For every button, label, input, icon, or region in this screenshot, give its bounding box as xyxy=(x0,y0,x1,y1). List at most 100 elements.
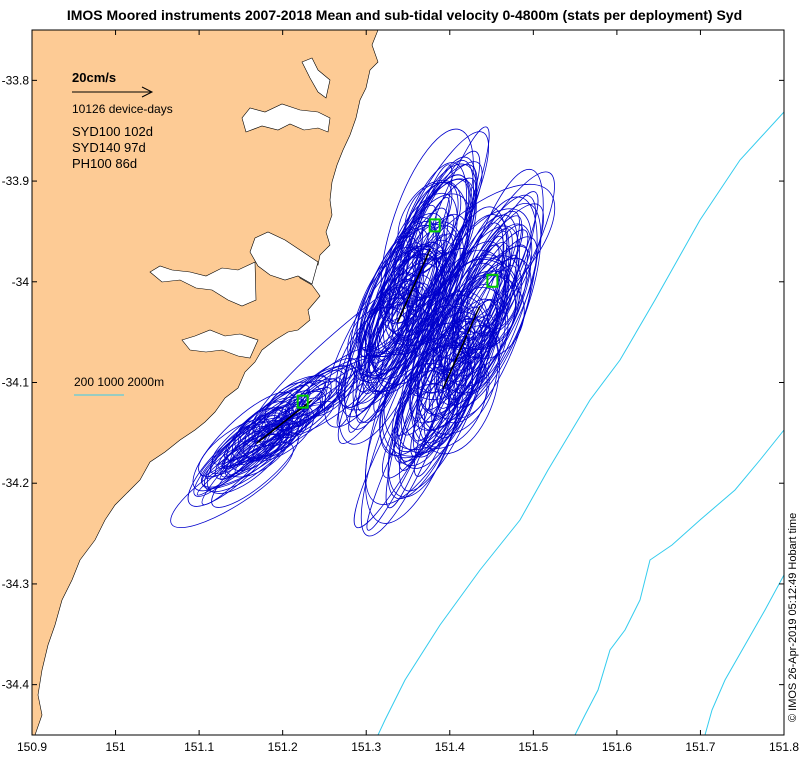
x-tick-label: 151.4 xyxy=(435,740,465,754)
station-label-0: SYD100 102d xyxy=(72,124,153,139)
mean-velocity-stick xyxy=(474,306,481,318)
velocity-ellipse xyxy=(436,249,509,349)
velocity-scale: 20cm/s xyxy=(72,70,154,98)
mean-velocity-stick xyxy=(291,410,299,417)
velocity-ellipse xyxy=(336,245,419,427)
isobath-2000m xyxy=(704,574,784,735)
x-tick-label: 151.1 xyxy=(184,740,214,754)
mean-velocity-stick xyxy=(457,345,463,355)
velocity-ellipse xyxy=(440,298,499,383)
isobath-200m xyxy=(377,111,784,735)
mooring-markers xyxy=(296,218,499,409)
scale-arrow-head xyxy=(141,86,154,98)
velocity-ellipse xyxy=(364,272,418,358)
velocity-ellipse xyxy=(385,289,463,509)
velocity-ellipse xyxy=(428,228,513,417)
velocity-ellipse xyxy=(242,403,315,462)
mean-velocity-stick xyxy=(410,287,414,294)
velocity-ellipse xyxy=(453,168,544,396)
velocity-ellipse xyxy=(343,256,420,408)
velocity-ellipse xyxy=(393,245,532,453)
velocity-ellipse xyxy=(214,425,268,480)
port-jackson-estuary xyxy=(241,103,331,133)
velocity-ellipse xyxy=(264,375,332,427)
velocity-ellipse xyxy=(380,128,474,324)
velocity-ellipse xyxy=(293,366,359,428)
mean-velocity-stick xyxy=(418,266,423,275)
velocity-ellipse xyxy=(381,345,473,457)
mean-velocity-stick xyxy=(452,360,457,368)
velocity-ellipse xyxy=(387,366,459,498)
velocity-ellipse xyxy=(399,357,468,462)
mean-velocity-stick xyxy=(466,327,471,335)
velocity-ellipse xyxy=(206,417,290,494)
mean-velocity-marks xyxy=(256,248,481,444)
mean-velocity-stick xyxy=(262,431,271,439)
velocity-ellipse xyxy=(451,262,500,335)
velocity-ellipse xyxy=(365,253,444,371)
station-label-1: SYD140 97d xyxy=(72,140,146,155)
land-mass xyxy=(32,30,379,735)
y-tick-label: -33.9 xyxy=(2,174,30,188)
velocity-ellipse xyxy=(407,233,458,311)
velocity-ellipse xyxy=(423,306,486,448)
velocity-ellipse xyxy=(437,314,494,409)
velocity-ellipse xyxy=(437,299,506,406)
velocity-ellipse xyxy=(337,251,451,444)
y-tick-label: -34.2 xyxy=(2,476,30,490)
credit-text: © IMOS 26-Apr-2019 05:12:49 Hobart time xyxy=(787,513,799,722)
mooring-marker xyxy=(428,218,441,233)
velocity-ellipse xyxy=(442,257,520,351)
port-hacking xyxy=(181,329,259,359)
x-tick-label: 150.9 xyxy=(17,740,47,754)
axis-ticks: 150.9 151 151.1 151.2 151.3 151.4 151.5 151.6 15… xyxy=(2,30,799,754)
x-tick-label: 151.8 xyxy=(769,740,799,754)
mean-velocity-stick xyxy=(273,425,280,431)
y-tick-label: -34.3 xyxy=(2,577,30,591)
mooring-marker xyxy=(486,273,499,288)
velocity-ellipse xyxy=(201,409,295,506)
velocity-ellipse xyxy=(217,426,287,469)
velocity-ellipse xyxy=(234,407,293,459)
mean-velocity-stick xyxy=(423,255,428,265)
isobath-legend-label: 200 1000 2000m xyxy=(74,375,164,389)
velocity-ellipse xyxy=(432,301,476,380)
x-tick-label: 151.6 xyxy=(602,740,632,754)
velocity-ellipse xyxy=(276,357,383,438)
x-tick-label: 151.2 xyxy=(268,740,298,754)
velocity-ellipse xyxy=(196,417,299,496)
velocity-ellipse xyxy=(387,150,481,332)
velocity-ellipse xyxy=(413,330,475,442)
velocity-ellipse xyxy=(401,221,465,320)
velocity-ellipse xyxy=(260,354,380,436)
botany-bay xyxy=(249,231,319,285)
station-label-2: PH100 86d xyxy=(72,156,137,171)
velocity-ellipse xyxy=(367,245,437,395)
velocity-ellipse xyxy=(364,304,470,524)
scale-label: 20cm/s xyxy=(72,70,116,85)
velocity-ellipse xyxy=(302,365,355,417)
y-tick-label: -34 xyxy=(12,275,30,289)
x-tick-label: 151.5 xyxy=(518,740,548,754)
mooring-marker xyxy=(296,394,309,409)
device-days: 10126 device-days xyxy=(72,102,173,116)
velocity-ellipse xyxy=(244,389,303,447)
y-tick-label: -34.1 xyxy=(2,376,30,390)
velocity-ellipse xyxy=(439,269,503,373)
velocity-ellipse xyxy=(226,412,288,466)
mean-velocity-stick xyxy=(279,420,286,426)
mean-velocity-stick xyxy=(403,301,408,310)
isobath-1000m xyxy=(574,429,784,735)
y-tick-label: -33.8 xyxy=(2,73,30,87)
map-title: IMOS Moored instruments 2007-2018 Mean a… xyxy=(66,7,743,23)
velocity-ellipse xyxy=(416,318,500,455)
velocity-ellipse xyxy=(465,265,517,341)
x-tick-label: 151.7 xyxy=(685,740,715,754)
velocity-ellipse xyxy=(412,322,470,394)
x-tick-label: 151 xyxy=(106,740,126,754)
middle-harbour xyxy=(301,57,331,99)
y-tick-label: -34.4 xyxy=(2,678,30,692)
velocity-ellipse xyxy=(439,244,500,358)
mean-velocity-stick xyxy=(444,377,449,386)
